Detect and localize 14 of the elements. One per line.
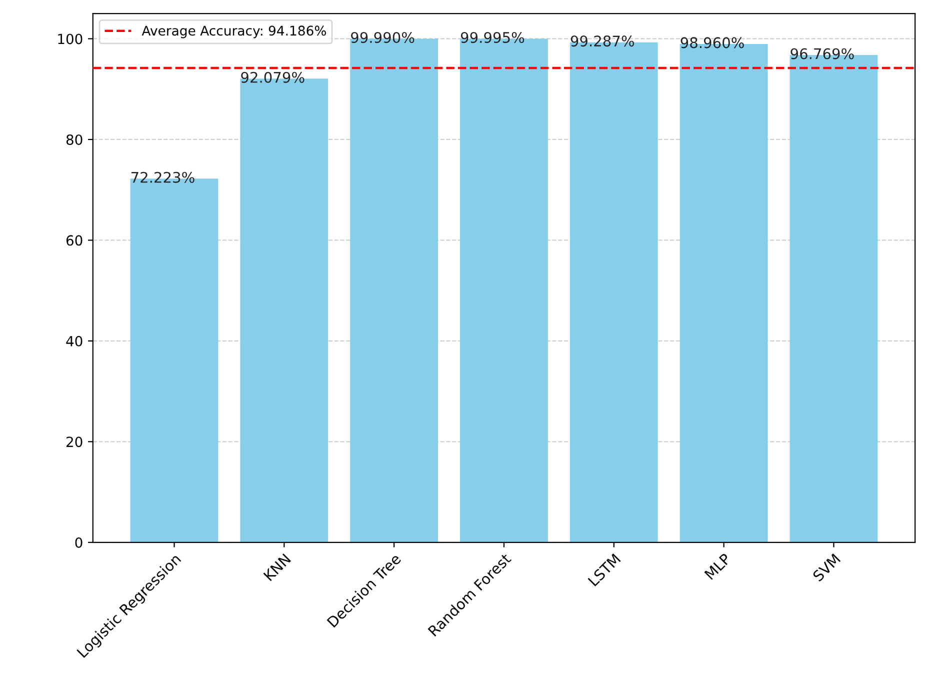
data-label: 96.769%: [790, 48, 854, 60]
y-tick-label: 100: [58, 34, 82, 44]
legend-label: Average Accuracy: 94.186%: [142, 26, 326, 38]
data-label: 92.079%: [241, 72, 304, 83]
y-tick-label: 60: [66, 235, 82, 246]
data-label: 99.287%: [570, 36, 634, 47]
data-label: 99.995%: [460, 32, 524, 43]
data-label: 72.223%: [131, 172, 194, 183]
data-label: 99.990%: [351, 32, 414, 44]
y-tick-label: 40: [66, 336, 82, 346]
data-label: 98.960%: [680, 37, 744, 48]
y-tick-label: 80: [66, 134, 82, 145]
y-tick-label: 20: [66, 436, 82, 448]
y-tick-label: 0: [75, 537, 82, 548]
